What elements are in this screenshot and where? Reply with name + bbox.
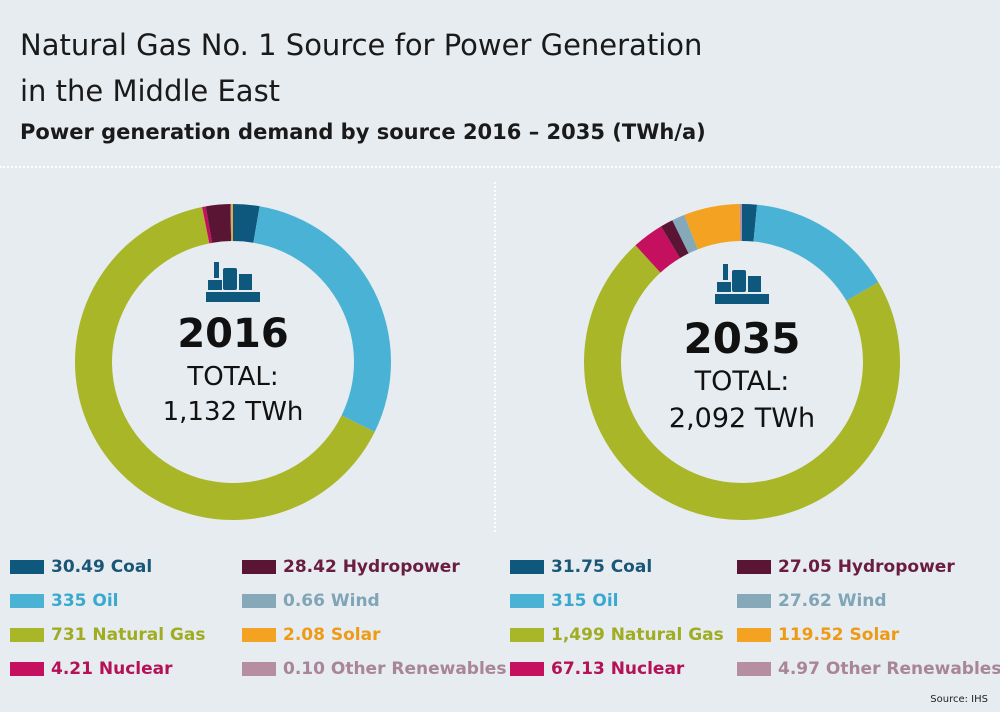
center-total-label: TOTAL: (186, 362, 278, 392)
legend-item-2016-natural-gas: 731 Natural Gas (10, 624, 205, 646)
legend-item-2016-oil: 335 Oil (10, 590, 119, 612)
legend-swatch (737, 594, 771, 608)
legend-swatch (510, 628, 544, 642)
legend-swatch (242, 662, 276, 676)
legend-swatch (10, 560, 44, 574)
legend-item-2016-solar: 2.08 Solar (242, 624, 380, 646)
legend-swatch (10, 662, 44, 676)
slice-nuclear (635, 226, 680, 273)
legend-item-2016-wind: 0.66 Wind (242, 590, 380, 612)
legend-swatch (510, 594, 544, 608)
slice-other-renewables (739, 204, 742, 242)
legend-item-2035-wind: 27.62 Wind (737, 590, 887, 612)
legend-item-2035-nuclear: 67.13 Nuclear (510, 658, 684, 680)
legend-label: 4.21 Nuclear (51, 659, 173, 679)
legend-swatch (10, 628, 44, 642)
legend-item-2016-hydropower: 28.42 Hydropower (242, 556, 460, 578)
legend-label: 315 Oil (551, 591, 619, 611)
legend-swatch (737, 560, 771, 574)
slice-solar (231, 204, 233, 242)
legend-label: 0.66 Wind (283, 591, 380, 611)
legend-label: 731 Natural Gas (51, 625, 206, 645)
legend-item-2035-oil: 315 Oil (510, 590, 619, 612)
center-total-value: 1,132 TWh (163, 397, 304, 427)
legend-label: 27.62 Wind (778, 591, 887, 611)
legend-label: 0.10 Other Renewables (283, 659, 507, 679)
slice-wind (230, 204, 232, 242)
source-note: Source: IHS (930, 694, 988, 705)
power-plant-icon (715, 264, 769, 304)
legend-swatch (510, 560, 544, 574)
legend-label: 4.97 Other Renewables (778, 659, 1000, 679)
center-year: 2035 (684, 314, 801, 363)
legend-label: 31.75 Coal (551, 557, 653, 577)
legend-item-2016-nuclear: 4.21 Nuclear (10, 658, 172, 680)
slice-oil (253, 206, 391, 432)
legend-item-2035-solar: 119.52 Solar (737, 624, 899, 646)
center-year: 2016 (177, 311, 288, 357)
donut-chart-2016: 2016 TOTAL: 1,132 TWh (75, 203, 391, 521)
slice-coal (742, 204, 758, 242)
chart-subtitle: Power generation demand by source 2016 –… (20, 120, 706, 144)
slice-nuclear (202, 206, 213, 244)
legend-swatch (10, 594, 44, 608)
header-divider (0, 166, 1000, 168)
legend-label: 2.08 Solar (283, 625, 381, 645)
slice-coal (233, 204, 260, 243)
slice-solar (684, 204, 741, 250)
legend-label: 27.05 Hydropower (778, 557, 955, 577)
slice-hydropower (205, 204, 232, 243)
chart-divider (494, 182, 496, 532)
title-line-2: in the Middle East (20, 74, 281, 108)
legend-swatch (242, 628, 276, 642)
legend-label: 119.52 Solar (778, 625, 900, 645)
legend-item-2035-natural-gas: 1,499 Natural Gas (510, 624, 724, 646)
legend-item-2035-other-renewables: 4.97 Other Renewables (737, 658, 1000, 680)
legend-swatch (242, 560, 276, 574)
legend-swatch (242, 594, 276, 608)
slice-oil (753, 204, 879, 301)
legend-swatch (510, 662, 544, 676)
page-title: Natural Gas No. 1 Source for Power Gener… (20, 22, 702, 114)
legend-label: 1,499 Natural Gas (551, 625, 724, 645)
legend-swatch (737, 662, 771, 676)
slice-natural-gas (584, 245, 901, 520)
legend-item-2035-hydropower: 27.05 Hydropower (737, 556, 955, 578)
legend-label: 30.49 Coal (51, 557, 153, 577)
legend-label: 335 Oil (51, 591, 119, 611)
slice-wind (672, 214, 698, 254)
center-total-label: TOTAL: (694, 366, 790, 397)
power-plant-icon (206, 262, 260, 302)
legend-swatch (737, 628, 771, 642)
legend-label: 67.13 Nuclear (551, 659, 685, 679)
legend-item-2016-coal: 30.49 Coal (10, 556, 152, 578)
title-line-1: Natural Gas No. 1 Source for Power Gener… (20, 28, 703, 62)
legend-label: 28.42 Hydropower (283, 557, 460, 577)
center-total-value: 2,092 TWh (669, 403, 815, 434)
slice-hydropower (661, 220, 689, 259)
legend-item-2016-other-renewables: 0.10 Other Renewables (242, 658, 506, 680)
legend-item-2035-coal: 31.75 Coal (510, 556, 652, 578)
